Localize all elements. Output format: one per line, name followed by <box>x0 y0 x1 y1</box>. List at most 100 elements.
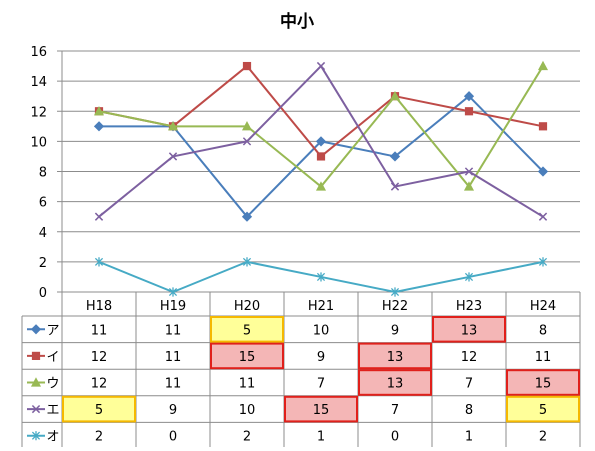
category-label: H23 <box>456 299 482 314</box>
x-marker <box>94 212 104 221</box>
max-value-highlight <box>284 395 358 423</box>
table-cell-value: 9 <box>169 403 177 418</box>
table-cell-value: 13 <box>387 377 404 392</box>
x-marker <box>538 212 548 221</box>
gridlines <box>62 50 580 293</box>
table-cell-value: 8 <box>465 403 473 418</box>
y-tick-label: 14 <box>30 75 47 90</box>
asterisk-marker <box>168 287 178 297</box>
category-label: H18 <box>86 299 112 314</box>
max-value-highlight <box>432 316 506 343</box>
y-tick-label: 6 <box>39 196 47 211</box>
min-value-highlight <box>506 395 580 423</box>
table-cell-value: 9 <box>391 323 399 338</box>
x-marker <box>316 61 326 71</box>
table-cell-value: 12 <box>91 350 108 365</box>
legend-key <box>27 404 45 414</box>
min-value-highlight <box>210 316 284 343</box>
square-marker <box>464 107 474 116</box>
category-label: H19 <box>160 299 186 314</box>
legend-key <box>27 431 45 441</box>
y-tick-label: 10 <box>30 135 47 150</box>
triangle-marker <box>93 105 105 116</box>
table-cell-value: 15 <box>239 350 256 365</box>
max-value-highlight <box>358 342 432 370</box>
table-cell-value: 10 <box>313 323 330 338</box>
max-value-highlight <box>210 342 284 370</box>
asterisk-marker <box>464 272 474 282</box>
table-cell-value: 2 <box>243 430 251 445</box>
table-cell-value: 7 <box>317 377 325 392</box>
diamond-marker <box>93 121 105 132</box>
table-cell-value: 5 <box>95 403 103 418</box>
x-marker <box>390 182 400 191</box>
triangle-marker <box>30 377 42 387</box>
y-tick-label: 4 <box>39 226 47 241</box>
asterisk-marker <box>94 257 104 267</box>
table-cell-value: 15 <box>535 377 552 392</box>
diamond-marker <box>241 211 253 222</box>
table-cell-value: 13 <box>387 350 404 365</box>
legend-key <box>27 324 45 335</box>
legend-key <box>27 377 45 387</box>
series-lines <box>93 60 549 297</box>
max-value-highlight <box>358 369 432 396</box>
triangle-marker <box>167 121 179 131</box>
table-cell-value: 2 <box>95 430 103 445</box>
square-marker <box>316 152 326 161</box>
asterisk-marker <box>538 257 548 267</box>
square-marker <box>31 351 41 360</box>
square-marker <box>242 61 252 71</box>
table-cell-value: 9 <box>317 350 325 365</box>
y-axis: 0 2 4 6 8 10 12 14 16 <box>30 45 63 449</box>
series-3 <box>93 60 549 191</box>
chart-title: 中小 <box>280 11 314 32</box>
diamond-marker <box>315 136 327 147</box>
legend-label: イ <box>46 350 59 365</box>
table-cell-value: 11 <box>165 377 182 392</box>
table-cell-value: 15 <box>313 403 330 418</box>
table-cell-value: 12 <box>91 377 108 392</box>
table-cell-value: 11 <box>165 323 182 338</box>
diamond-marker <box>389 151 401 162</box>
y-tick-label: 0 <box>39 286 47 301</box>
table-cell-value: 10 <box>239 403 256 418</box>
triangle-marker <box>537 60 549 71</box>
table-cell-value: 0 <box>391 430 399 445</box>
table-cell-value: 2 <box>539 430 547 445</box>
legend-label: オ <box>46 430 59 445</box>
asterisk-marker <box>390 287 400 297</box>
legend-label: ア <box>46 323 59 338</box>
triangle-marker <box>389 90 401 101</box>
series-4 <box>94 61 548 221</box>
series-5 <box>94 257 548 297</box>
x-marker <box>31 404 41 414</box>
category-label: H21 <box>308 299 334 314</box>
x-marker <box>464 167 474 176</box>
table-cell-value: 11 <box>165 350 182 365</box>
max-value-highlight <box>506 369 580 396</box>
triangle-marker <box>315 181 327 191</box>
legend-key <box>27 351 45 360</box>
table-cell-value: 8 <box>539 323 547 338</box>
table-cell-value: 1 <box>465 430 473 445</box>
asterisk-marker <box>242 257 252 267</box>
table-cell-value: 7 <box>391 403 399 418</box>
category-label: H24 <box>530 299 556 314</box>
x-marker <box>168 152 178 161</box>
table-cell-value: 1 <box>317 430 325 445</box>
table-cell-value: 5 <box>243 323 251 338</box>
y-tick-label: 12 <box>30 105 47 120</box>
y-tick-label: 8 <box>39 166 47 181</box>
table-cell-value: 13 <box>461 323 478 338</box>
category-label: H22 <box>382 299 408 314</box>
square-marker <box>538 122 548 131</box>
table-cell-value: 11 <box>535 350 552 365</box>
table-cell-value: 12 <box>461 350 478 365</box>
table-cell-value: 5 <box>539 403 547 418</box>
triangle-marker <box>241 121 253 131</box>
table-cell-value: 0 <box>169 430 177 445</box>
